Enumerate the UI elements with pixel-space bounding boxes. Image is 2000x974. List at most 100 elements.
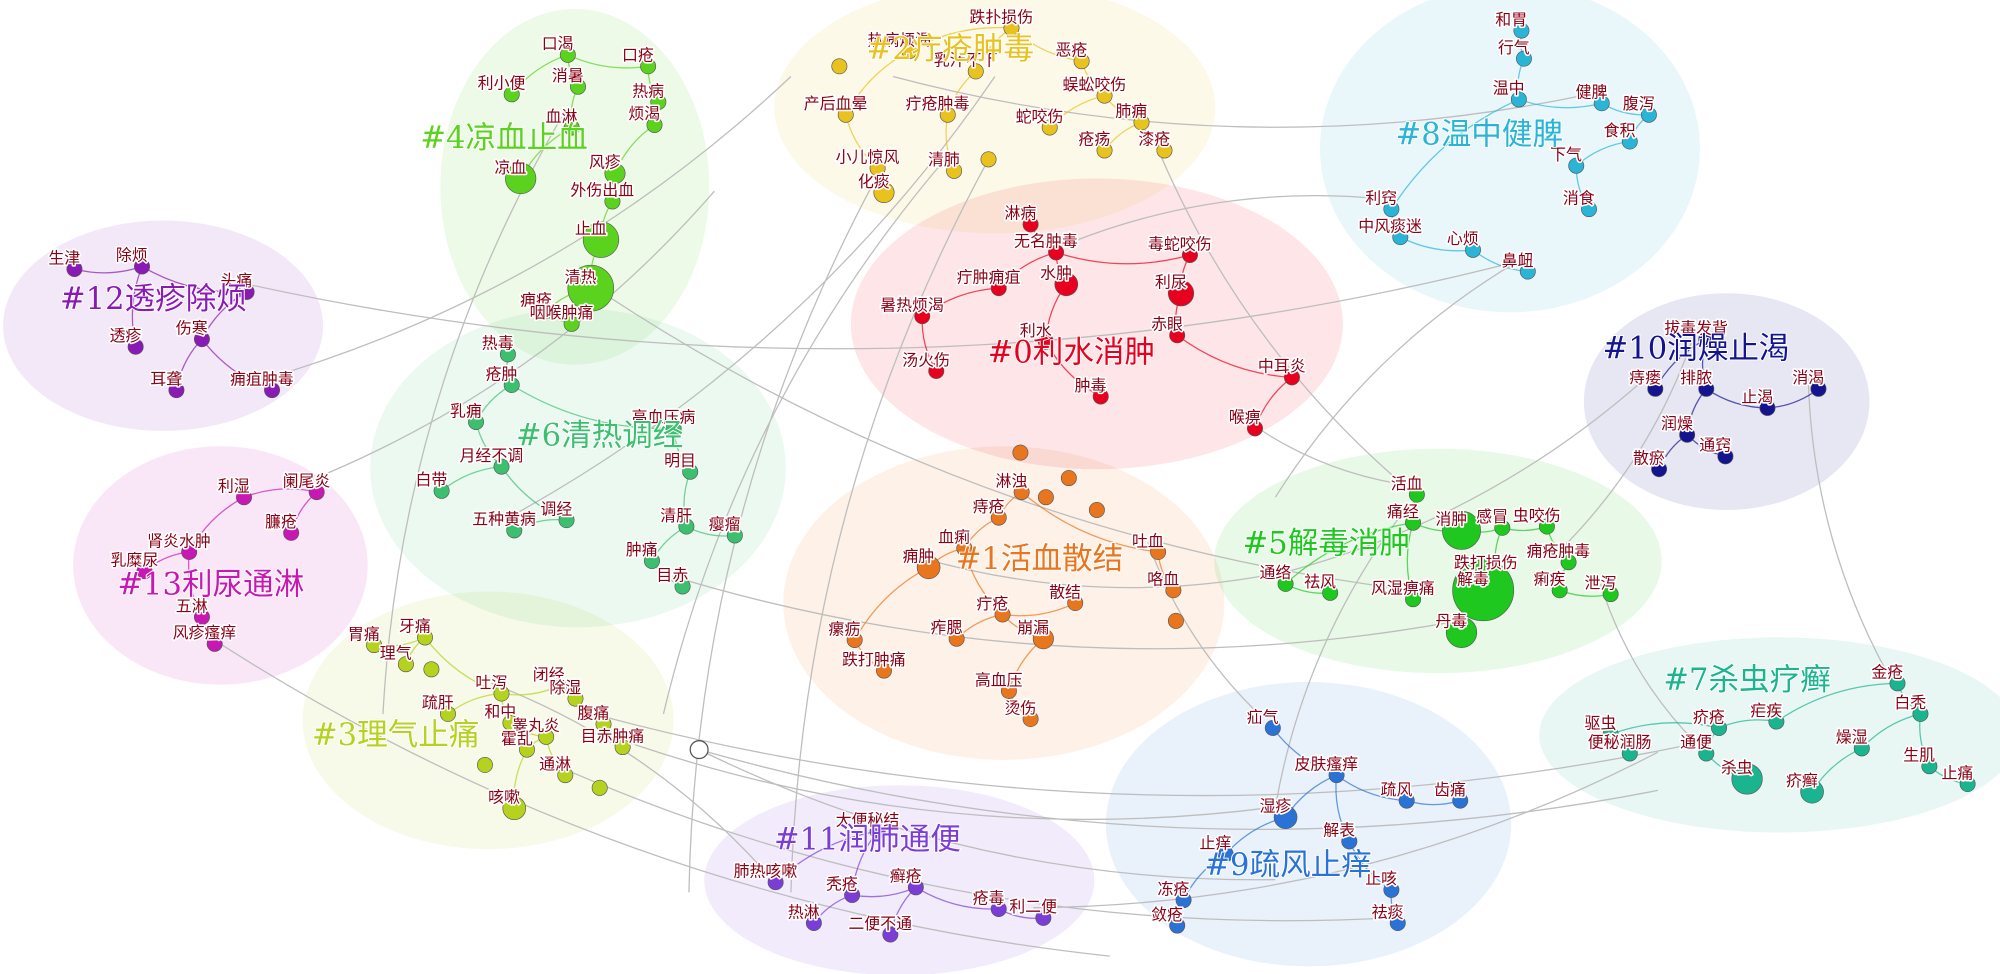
cluster-link: [775, 830, 878, 883]
node: [674, 578, 691, 595]
node-label: 疮肿: [486, 364, 518, 383]
node-label: 腹痛: [577, 703, 609, 722]
node-label: 止痛: [1942, 763, 1974, 782]
node-label: 崩漏: [1017, 618, 1049, 637]
node: [505, 162, 537, 195]
node: [1602, 726, 1619, 743]
node: [678, 518, 695, 535]
node: [1621, 745, 1638, 762]
node-label: 痈疮: [520, 290, 552, 309]
node: [591, 779, 608, 796]
node: [1283, 369, 1300, 386]
node: [1593, 95, 1610, 112]
node: [1156, 142, 1173, 159]
node-label: 血痢: [938, 527, 970, 546]
node: [1560, 554, 1577, 571]
cluster-hull: [850, 178, 1343, 470]
node-label: 痄腮: [931, 618, 963, 637]
cluster-link: [1055, 251, 1191, 265]
cluster-label: #1活血散结: [956, 542, 1123, 577]
node: [882, 926, 899, 943]
node-label: 肿毒: [1075, 376, 1107, 395]
node: [1810, 380, 1827, 397]
node: [1217, 846, 1234, 863]
node-label: 心烦: [1447, 229, 1479, 248]
node: [876, 662, 892, 679]
node-label: 毒蛇咬伤: [1148, 234, 1212, 253]
link: [612, 736, 1276, 821]
node: [1392, 229, 1409, 246]
node-label: 鼻衄: [1502, 251, 1534, 270]
node-label: 高血压病: [632, 408, 696, 427]
cluster-link: [511, 384, 674, 430]
cluster-hull: [3, 220, 324, 431]
node-label: 肿痛: [626, 540, 658, 559]
node-label: 热病: [632, 81, 664, 100]
cluster-link: [131, 266, 143, 347]
node: [1959, 776, 1976, 793]
cluster-label: #9疏风止痒: [1204, 848, 1371, 883]
node-label: 杀虫: [1721, 758, 1753, 777]
cluster-label: #2疔疮肿毒: [867, 32, 1034, 67]
node: [1041, 119, 1058, 136]
node: [1731, 763, 1763, 795]
node-label: 祛风: [1304, 572, 1336, 591]
node-label: 痛经: [1387, 502, 1419, 521]
node-label: 口渴: [542, 34, 574, 53]
node: [502, 796, 527, 821]
node: [193, 609, 210, 626]
node: [726, 527, 743, 544]
node-label: 疔疮肿毒: [906, 94, 970, 113]
node: [1150, 544, 1167, 560]
node-label: 疏肝: [422, 693, 454, 712]
cluster-label: #4凉血止血: [420, 121, 587, 156]
node-label: 瘰疬: [829, 619, 861, 638]
cluster-link: [567, 54, 649, 69]
node: [558, 512, 575, 529]
cluster-label: #12透疹除烦: [60, 282, 247, 317]
node-label: 阑尾炎: [283, 471, 331, 490]
cluster-link: [1176, 334, 1292, 378]
node: [1032, 628, 1054, 650]
node: [1383, 201, 1400, 218]
node: [493, 685, 510, 702]
node: [1022, 216, 1039, 233]
node: [1568, 157, 1585, 174]
cluster-link: [845, 50, 910, 116]
node: [846, 632, 863, 648]
cluster-hull: [73, 446, 368, 685]
link: [1153, 139, 1404, 485]
node-label: 咽喉肿痛: [530, 303, 594, 322]
node-label: 消食: [1563, 188, 1595, 207]
cluster-label: #5解毒消肿: [1243, 527, 1410, 562]
node-label: 热毒: [482, 334, 514, 353]
node: [994, 606, 1011, 623]
node-label: 闭经: [533, 665, 565, 684]
cluster-label: #11润肺通便: [774, 822, 961, 857]
cluster-hull: [783, 446, 1225, 760]
node-label: 消暑: [552, 66, 584, 85]
cluster-label: #0利水消肿: [988, 335, 1155, 370]
node-label: 透疹: [110, 326, 142, 345]
link: [503, 76, 996, 521]
node-label: 恶疮: [1055, 40, 1087, 59]
node: [665, 420, 682, 437]
node: [646, 116, 663, 133]
link: [1071, 195, 1382, 243]
node: [550, 677, 567, 694]
node: [476, 756, 493, 773]
node: [1060, 470, 1077, 487]
node: [1452, 792, 1469, 809]
cluster-label: #3理气止痛: [312, 718, 479, 753]
node-label: 耳聋: [150, 369, 182, 388]
node: [236, 489, 252, 506]
node: [914, 308, 931, 325]
node: [1167, 280, 1195, 307]
cluster-hull: [302, 591, 674, 850]
node-label: 高血压: [975, 670, 1023, 689]
node-label: 暑热烦渴: [880, 295, 944, 314]
node: [604, 193, 621, 210]
node: [238, 283, 255, 300]
nodes: [66, 20, 1976, 943]
node-label: 风湿痹痛: [1371, 578, 1435, 597]
